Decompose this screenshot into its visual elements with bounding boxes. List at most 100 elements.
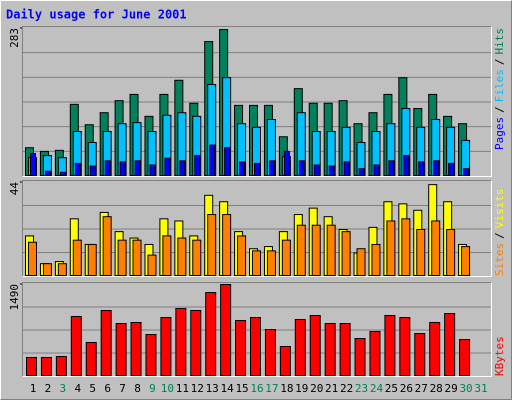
bar: [264, 329, 276, 377]
bar: [237, 235, 247, 276]
y-tick-label: 283: [8, 28, 21, 48]
bar: [281, 239, 291, 277]
legend-entry: Sites: [493, 243, 506, 276]
bar: [192, 239, 202, 277]
bar: [313, 164, 320, 177]
bar: [461, 246, 471, 277]
bar: [401, 218, 411, 276]
bar: [115, 323, 127, 377]
bar: [433, 160, 440, 177]
panel-bevel: [22, 26, 492, 177]
bar: [160, 317, 172, 377]
x-tick-label: 25: [385, 382, 398, 395]
bar: [369, 330, 381, 376]
panel-bevel: [22, 26, 492, 177]
bar: [100, 309, 112, 376]
bar: [44, 170, 51, 177]
x-tick-label: 29: [445, 382, 458, 395]
bar: [119, 161, 126, 176]
bar: [117, 239, 127, 277]
x-tick-label: 13: [206, 382, 219, 395]
y-tick-label: 1490: [8, 284, 21, 311]
bar: [104, 160, 111, 177]
bar: [194, 155, 201, 176]
bar: [145, 334, 157, 377]
bar: [266, 250, 276, 276]
bar: [446, 229, 456, 276]
bar: [279, 345, 291, 376]
bar: [343, 161, 350, 176]
bar: [309, 314, 321, 376]
x-tick-label: 8: [134, 382, 141, 395]
bar: [388, 160, 395, 177]
bar: [328, 165, 335, 176]
bar: [239, 161, 246, 176]
x-tick-label: 18: [280, 382, 293, 395]
x-tick-label: 20: [310, 382, 323, 395]
bar: [164, 157, 171, 176]
bar: [431, 220, 441, 276]
legend-separator: /: [493, 59, 506, 66]
bar: [418, 161, 425, 176]
bar: [235, 319, 247, 376]
legend-entry: Pages: [493, 117, 506, 150]
bar: [444, 313, 456, 377]
x-tick-label: 27: [415, 382, 428, 395]
bar: [59, 171, 66, 176]
bar: [311, 224, 321, 277]
x-tick-label: 6: [104, 382, 111, 395]
bar: [179, 160, 186, 177]
x-tick-label: 9: [149, 382, 156, 395]
x-tick-label: 15: [235, 382, 248, 395]
bar: [354, 338, 366, 377]
x-tick-label: 10: [161, 382, 174, 395]
legend-entry: Visits: [493, 189, 506, 229]
bar: [102, 216, 112, 277]
legend: Pages / Files / Hits: [493, 28, 506, 150]
bar: [87, 243, 97, 276]
legend-entry: KBytes: [493, 336, 506, 376]
x-tick-label: 17: [265, 382, 278, 395]
legend-separator: /: [493, 106, 506, 113]
bar: [294, 319, 306, 377]
bar: [254, 162, 260, 177]
bar: [448, 162, 455, 177]
bar: [26, 356, 37, 376]
bar: [339, 323, 351, 377]
bar: [28, 241, 37, 276]
x-tick-label: 16: [250, 382, 263, 395]
bar: [89, 165, 96, 176]
bar: [358, 168, 365, 176]
bar: [130, 321, 142, 376]
x-tick-label: 23: [355, 382, 368, 395]
bar: [429, 321, 441, 376]
x-tick-label: 26: [400, 382, 413, 395]
bar: [324, 323, 336, 377]
bar: [414, 333, 426, 377]
bar: [222, 214, 232, 276]
bar: [384, 314, 396, 376]
x-tick-label: 24: [370, 382, 384, 395]
bar: [147, 254, 157, 277]
bar: [175, 308, 187, 377]
x-tick-label: 1: [30, 382, 37, 395]
bar: [209, 144, 216, 176]
x-tick-label: 22: [340, 382, 353, 395]
bar: [356, 248, 366, 277]
bar: [85, 341, 97, 376]
bar: [162, 235, 172, 276]
bar: [149, 164, 156, 177]
bar: [72, 239, 82, 277]
legend-separator: /: [493, 232, 506, 239]
legend: KBytes: [493, 336, 506, 376]
bar: [57, 263, 67, 277]
y-tick-label: 44: [8, 182, 21, 196]
legend-entry: Files: [493, 69, 506, 102]
bar: [55, 355, 67, 376]
bar: [386, 220, 396, 276]
bar: [459, 339, 471, 377]
bar: [42, 263, 52, 277]
bar: [298, 160, 305, 177]
